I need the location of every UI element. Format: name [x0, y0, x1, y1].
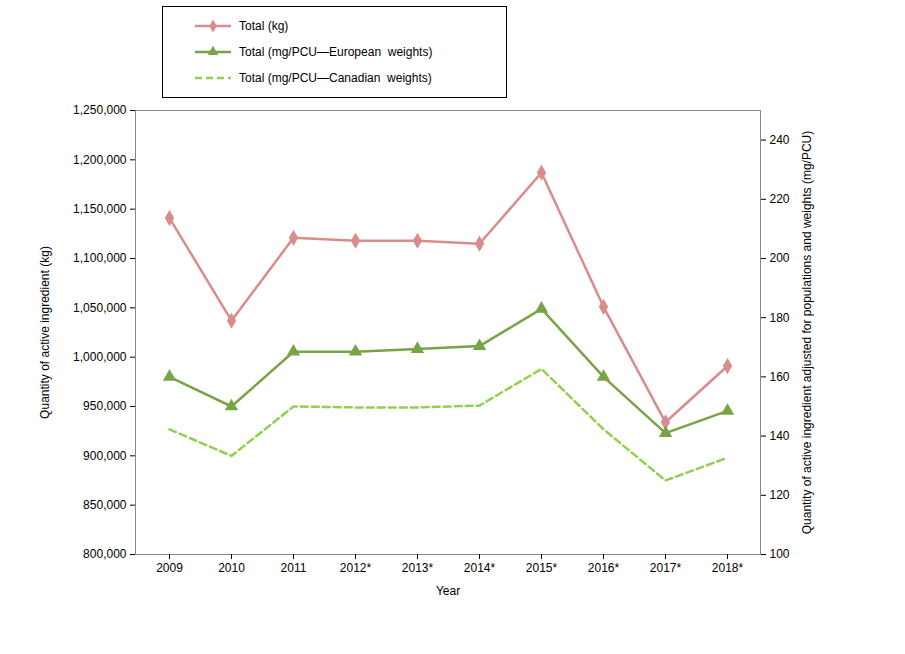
svg-text:2017*: 2017* — [650, 561, 682, 575]
svg-text:850,000: 850,000 — [83, 498, 127, 512]
svg-text:2016*: 2016* — [588, 561, 620, 575]
svg-text:2013*: 2013* — [402, 561, 434, 575]
svg-text:2011: 2011 — [281, 561, 307, 575]
svg-text:200: 200 — [770, 251, 790, 265]
svg-text:900,000: 900,000 — [83, 449, 127, 463]
svg-text:2018*: 2018* — [712, 561, 744, 575]
svg-text:2012*: 2012* — [340, 561, 372, 575]
svg-text:1,000,000: 1,000,000 — [73, 350, 127, 364]
svg-text:1,150,000: 1,150,000 — [73, 202, 127, 216]
svg-text:1,250,000: 1,250,000 — [73, 103, 127, 117]
svg-text:2014*: 2014* — [464, 561, 496, 575]
svg-text:140: 140 — [770, 429, 790, 443]
svg-text:Quantity of active ingredient: Quantity of active ingredient (kg) — [38, 246, 52, 419]
html-text:Total (mg/PCU—European weights: Total (mg/PCU—European weights) — [239, 45, 433, 59]
svg-text:Year: Year — [436, 584, 460, 598]
svg-text:240: 240 — [770, 133, 790, 147]
svg-text:220: 220 — [770, 192, 790, 206]
svg-text:800,000: 800,000 — [83, 547, 127, 561]
svg-text:120: 120 — [770, 488, 790, 502]
svg-text:950,000: 950,000 — [83, 399, 127, 413]
svg-text:180: 180 — [770, 311, 790, 325]
svg-text:1,200,000: 1,200,000 — [73, 153, 127, 167]
svg-text:Quantity of active ingredient: Quantity of active ingredient adjusted f… — [800, 131, 814, 535]
svg-text:100: 100 — [770, 547, 790, 561]
svg-text:1,100,000: 1,100,000 — [73, 251, 127, 265]
svg-text:160: 160 — [770, 370, 790, 384]
html-text:Total (kg): Total (kg) — [239, 19, 289, 33]
svg-text:2015*: 2015* — [526, 561, 558, 575]
svg-text:2009: 2009 — [156, 561, 183, 575]
svg-text:2010: 2010 — [218, 561, 245, 575]
svg-text:1,050,000: 1,050,000 — [73, 301, 127, 315]
html-text:Total (mg/PCU—Canadian weights: Total (mg/PCU—Canadian weights) — [239, 71, 432, 85]
